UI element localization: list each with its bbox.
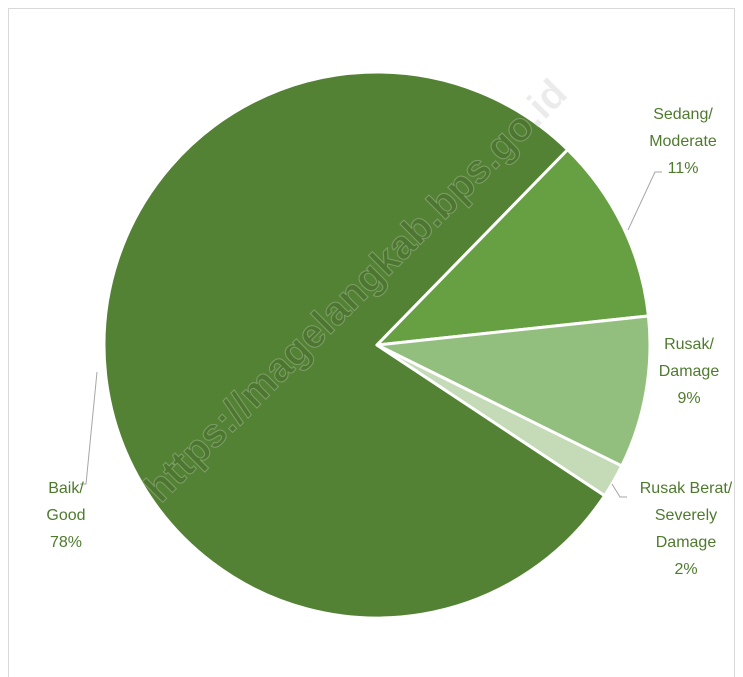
slice-label-line: Severely xyxy=(655,507,717,524)
slice-label-line: Good xyxy=(46,507,85,524)
leader-lines xyxy=(80,171,662,498)
slice-label-line: 9% xyxy=(677,390,700,407)
pie-slice-moderate xyxy=(375,148,650,347)
leader-line xyxy=(627,171,662,231)
slice-label-line: Rusak/ xyxy=(664,336,714,353)
slice-label: Sedang/Moderate 11% xyxy=(649,106,717,177)
pie-slice-severely xyxy=(375,343,624,498)
slice-label-line: Moderate xyxy=(649,133,717,150)
leader-line xyxy=(611,483,627,498)
slice-label-line: Rusak Berat/ xyxy=(640,480,733,497)
slice-label-line: Sedang/ xyxy=(653,106,713,123)
slice-label: Baik/Good 78% xyxy=(46,480,85,551)
chart-border xyxy=(8,8,735,677)
slice-label-line: Damage xyxy=(656,534,717,551)
pie-slices xyxy=(102,70,652,620)
slice-labels: Baik/Good 78% Sedang/Moderate 11% Rusak/Dama… xyxy=(46,106,732,578)
slice-label-line: 78% xyxy=(50,534,82,551)
slice-label: Rusak Berat/Severely Damage 2% xyxy=(640,480,733,578)
slice-label-line: 2% xyxy=(674,561,697,578)
slice-label-line: 11% xyxy=(668,160,699,177)
slice-label-line: Damage xyxy=(659,363,720,380)
pie-slice-damage xyxy=(375,314,652,468)
pie-slice-good xyxy=(102,70,607,620)
slice-label-line: Baik/ xyxy=(48,480,84,497)
leader-line xyxy=(80,371,98,485)
slice-label: Rusak/Damage 9% xyxy=(659,336,720,407)
